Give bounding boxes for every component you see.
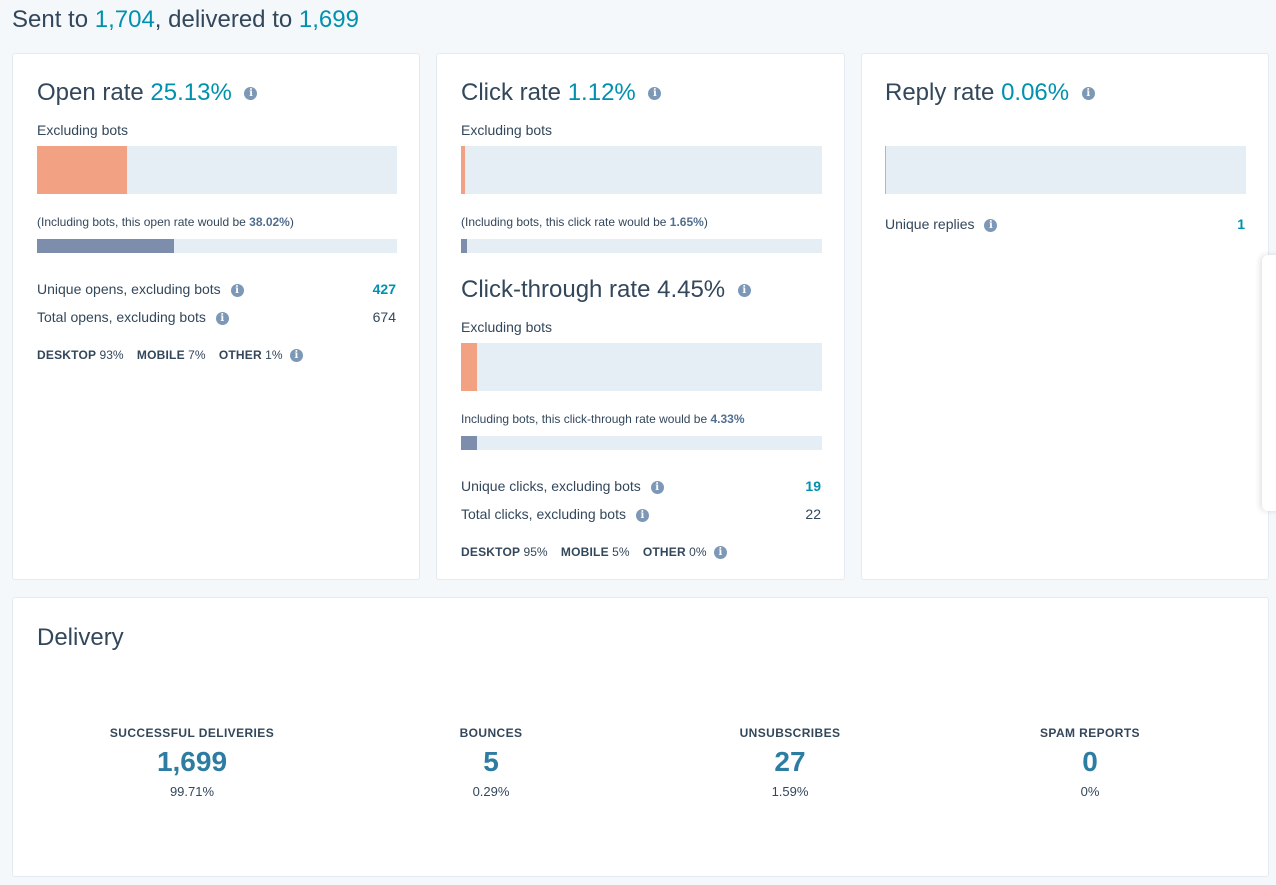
ctr-value: 4.45%	[657, 276, 726, 303]
click-device-breakdown: DESKTOP 95% MOBILE 5% OTHER 0% i	[461, 545, 727, 560]
delivered-count: 1,699	[298, 6, 359, 33]
delivery-stat-pct: 0%	[1080, 784, 1100, 799]
delivery-stat-value: 27	[774, 746, 806, 777]
info-icon[interactable]: i	[215, 311, 229, 325]
delivery-stat-pct: 99.71%	[169, 784, 215, 799]
delivery-stat-value: 0	[1082, 746, 1098, 777]
stat-row-unique-replies: Unique replies i	[885, 216, 998, 232]
ctr-excluding-label: Excluding bots	[461, 319, 553, 335]
delivery-stat-value: 5	[483, 746, 499, 777]
ctr-bar	[461, 343, 822, 391]
reply-rate-bar	[885, 146, 1246, 194]
reply-rate-value: 0.06%	[1001, 79, 1070, 106]
ctr-including-bar	[461, 436, 822, 450]
open-rate-title: Open rate 25.13% i	[37, 79, 258, 107]
delivery-stat-unsubscribes: UNSUBSCRIBES 27 1.59%	[680, 726, 900, 799]
delivery-title: Delivery	[37, 624, 124, 651]
delivery-card: Delivery SUCCESSFUL DELIVERIES 1,699 99.…	[12, 597, 1269, 877]
ctr-including-note: Including bots, this click-through rate …	[461, 412, 745, 426]
open-rate-card: Open rate 25.13% i Excluding bots (Inclu…	[12, 53, 420, 580]
sent-count: 1,704	[94, 6, 155, 33]
stat-row-total-clicks: Total clicks, excluding bots i	[461, 506, 649, 522]
ctr-bar-fill	[461, 343, 478, 391]
info-icon[interactable]: i	[635, 508, 649, 522]
click-including-bar-fill	[461, 239, 467, 253]
open-including-bar	[37, 239, 397, 253]
stat-row-total-opens: Total opens, excluding bots i	[37, 309, 229, 325]
total-opens-value: 674	[372, 309, 396, 325]
sent-prefix: Sent to	[12, 6, 95, 33]
info-icon[interactable]: i	[1081, 87, 1095, 101]
click-rate-value: 1.12%	[567, 79, 636, 106]
click-rate-bar	[461, 146, 822, 194]
ctr-including-rate: 4.33%	[710, 412, 745, 426]
unique-opens-value[interactable]: 427	[372, 281, 396, 297]
open-including-bar-fill	[37, 239, 174, 253]
open-excluding-label: Excluding bots	[37, 122, 129, 138]
open-rate-bar-fill	[37, 146, 128, 194]
open-including-rate: 38.02%	[249, 215, 290, 229]
delivery-stat-value: 1,699	[156, 746, 228, 777]
ctr-title: Click-through rate 4.45% i	[461, 276, 751, 304]
info-icon[interactable]: i	[713, 546, 727, 560]
click-rate-bar-fill	[461, 146, 466, 194]
ctr-including-bar-fill	[461, 436, 477, 450]
delivery-stat-successful: SUCCESSFUL DELIVERIES 1,699 99.71%	[82, 726, 302, 799]
click-rate-title: Click rate 1.12% i	[461, 79, 662, 107]
info-icon[interactable]: i	[648, 87, 662, 101]
open-rate-value: 25.13%	[150, 79, 232, 106]
open-including-note: (Including bots, this open rate would be…	[37, 215, 294, 229]
delivery-stat-bounces: BOUNCES 5 0.29%	[381, 726, 601, 799]
info-icon[interactable]: i	[289, 349, 303, 363]
stat-row-unique-opens: Unique opens, excluding bots i	[37, 281, 244, 297]
open-rate-bar	[37, 146, 397, 194]
reply-rate-card: Reply rate 0.06% i Unique replies i 1	[861, 53, 1269, 580]
send-summary: Sent to 1,704, delivered to 1,699	[12, 6, 359, 34]
stat-row-unique-clicks: Unique clicks, excluding bots i	[461, 478, 664, 494]
info-icon[interactable]: i	[244, 87, 258, 101]
total-clicks-value: 22	[805, 506, 821, 522]
info-icon[interactable]: i	[650, 480, 664, 494]
delivered-prefix: , delivered to	[154, 6, 299, 33]
click-including-bar	[461, 239, 822, 253]
side-panel-edge	[1262, 255, 1276, 511]
click-excluding-label: Excluding bots	[461, 122, 553, 138]
reply-rate-title: Reply rate 0.06% i	[885, 79, 1095, 107]
unique-replies-value[interactable]: 1	[1237, 216, 1245, 232]
info-icon[interactable]: i	[984, 218, 998, 232]
click-including-rate: 1.65%	[669, 215, 704, 229]
open-device-breakdown: DESKTOP 93% MOBILE 7% OTHER 1% i	[37, 348, 303, 363]
reply-rate-bar-fill	[885, 146, 886, 194]
info-icon[interactable]: i	[737, 284, 751, 298]
delivery-stat-pct: 0.29%	[472, 784, 510, 799]
info-icon[interactable]: i	[230, 283, 244, 297]
click-including-note: (Including bots, this click rate would b…	[461, 215, 708, 229]
delivery-stat-spam: SPAM REPORTS 0 0%	[980, 726, 1200, 799]
delivery-stat-pct: 1.59%	[771, 784, 809, 799]
unique-clicks-value[interactable]: 19	[805, 478, 821, 494]
click-rate-card: Click rate 1.12% i Excluding bots (Inclu…	[436, 53, 845, 580]
